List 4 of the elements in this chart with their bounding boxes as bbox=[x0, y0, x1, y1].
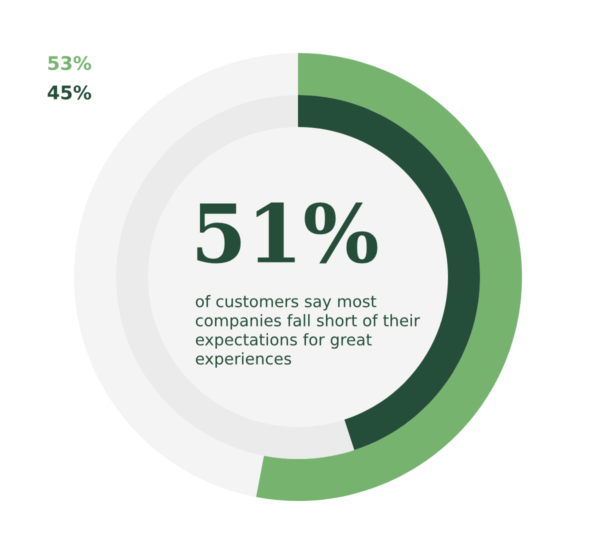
text: 51% bbox=[197, 202, 378, 264]
slice-label: 53% bbox=[48, 56, 92, 70]
text: of customers say most companies fall short of their expectations for great experiences bbox=[196, 295, 420, 368]
slice-label: 45% bbox=[48, 85, 92, 100]
